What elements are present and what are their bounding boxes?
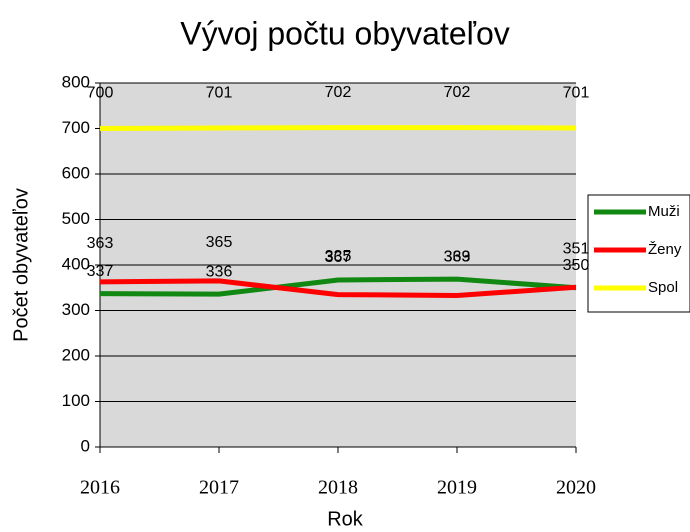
y-tick-label: 600: [62, 163, 90, 182]
legend-label: Spol: [648, 279, 678, 296]
line-series: [99, 276, 577, 297]
data-label: 351: [563, 241, 590, 258]
data-label: 367: [325, 249, 352, 266]
x-tick-label: 2019: [437, 477, 477, 499]
data-label: 702: [444, 84, 471, 101]
y-tick-label: 400: [62, 254, 90, 273]
y-tick-label: 200: [62, 345, 90, 364]
x-tick-label: 2016: [80, 477, 120, 499]
y-tick-label: 100: [62, 391, 90, 410]
x-tick-label: 2020: [556, 477, 596, 499]
data-label: 702: [325, 84, 352, 101]
y-axis-label: Počet obyvateľov: [10, 188, 32, 342]
data-label: 335: [325, 248, 352, 265]
data-label: 337: [87, 263, 114, 280]
data-label: 701: [563, 84, 590, 101]
y-tick-label: 500: [62, 209, 90, 228]
data-label: 363: [87, 235, 114, 252]
line-series: [99, 278, 577, 298]
data-label: 700: [87, 85, 114, 102]
x-axis-label: Rok: [327, 508, 364, 530]
x-tick-label: 2018: [318, 477, 358, 499]
legend-label: Muži: [648, 203, 680, 220]
chart-title: Vývoj počtu obyvateľov: [180, 15, 510, 51]
legend-label: Ženy: [648, 241, 682, 258]
y-tick-label: 800: [62, 72, 90, 91]
data-label: 350: [563, 257, 590, 274]
x-tick-label: 2017: [199, 477, 239, 499]
y-tick-label: 0: [81, 436, 90, 455]
data-label: 369: [444, 248, 471, 265]
data-label: 365: [206, 234, 233, 251]
data-label: 701: [206, 84, 233, 101]
data-label: 336: [206, 263, 233, 280]
data-label: 333: [444, 249, 471, 266]
y-tick-label: 300: [62, 300, 90, 319]
y-tick-label: 700: [62, 118, 90, 137]
line-series: [99, 125, 577, 131]
